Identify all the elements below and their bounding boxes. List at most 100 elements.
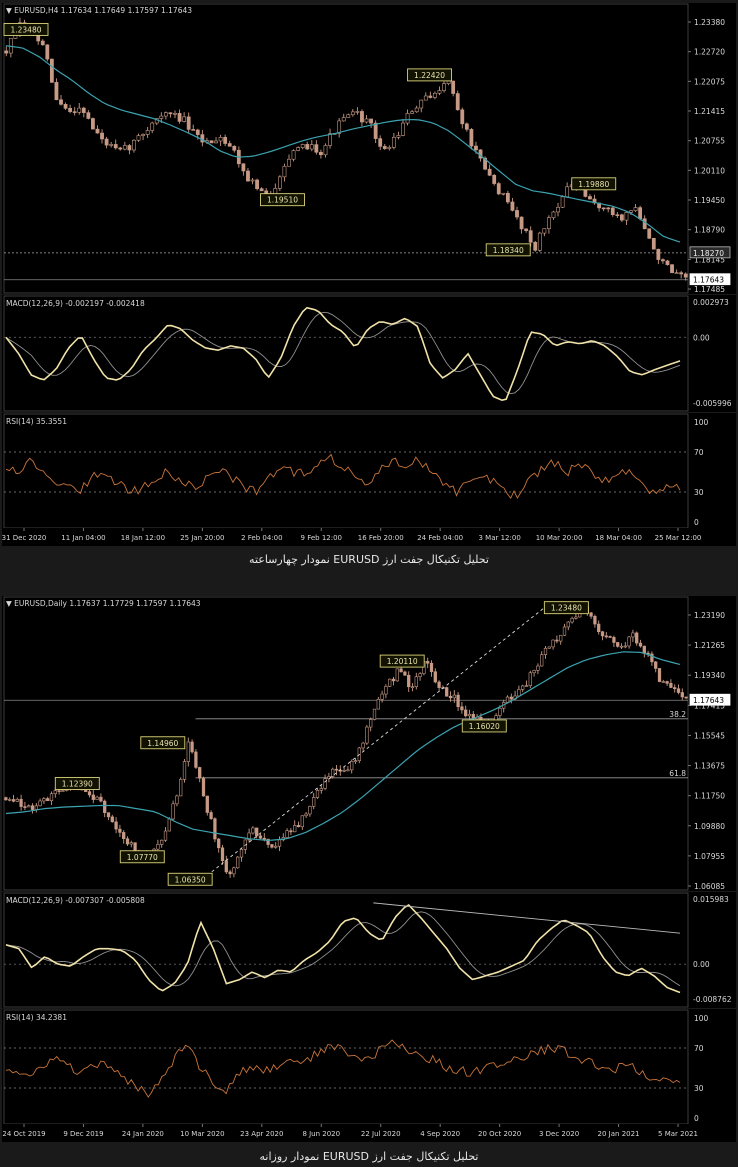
h4-candle-body [86, 112, 91, 119]
h4-candle-body [246, 170, 250, 182]
h4-rsi-ytick: 30 [694, 488, 704, 497]
h4-candle-body [373, 122, 378, 139]
daily-rsi-ytick: 0 [694, 1114, 699, 1123]
h4-candle-body [232, 146, 237, 151]
h4-candle-body [423, 95, 428, 101]
daily-price-label: 1.16020 [469, 722, 500, 731]
h4-xtick-label: 10 Mar 20:00 [536, 534, 583, 542]
daily-xaxis-bg [2, 1124, 736, 1142]
daily-candle-body [171, 803, 175, 820]
daily-xtick-label: 23 Apr 2020 [240, 1130, 283, 1138]
daily-candle-body [551, 639, 555, 648]
h4-candle-body [241, 163, 246, 172]
daily-candle-body [600, 631, 605, 637]
daily-macd-trendline [373, 902, 681, 934]
daily-candle-body [106, 812, 111, 818]
h4-candle-body [136, 135, 141, 141]
daily-candle-body [680, 692, 684, 698]
h4-candle-body [223, 137, 228, 144]
daily-candle-body [274, 845, 278, 848]
daily-candle-body [262, 837, 266, 840]
h4-candle-body [132, 139, 136, 151]
daily-candle-body [201, 777, 206, 797]
daily-price-label: 1.07770 [127, 853, 158, 862]
h4-candle-body [100, 132, 104, 140]
h4-candle-body [414, 107, 419, 113]
h4-xtick-label: 18 Mar 04:00 [595, 534, 642, 542]
daily-candle-body [650, 653, 654, 663]
h4-candle-body [309, 144, 314, 150]
h4-price-label-box [571, 177, 617, 191]
daily-candle-body [536, 665, 540, 671]
h4-candle-body [387, 147, 392, 149]
h4-ytick-label: 1.23380 [694, 18, 725, 27]
daily-xtick-label: 10 Mar 2020 [180, 1130, 224, 1138]
h4-candle-body [227, 143, 232, 147]
daily-candle-body [87, 791, 92, 796]
daily-price-label-box [140, 736, 186, 750]
h4-candle-body [601, 207, 606, 210]
h4-xtick-label: 16 Feb 20:00 [358, 534, 404, 542]
daily-candle-body [456, 694, 460, 708]
h4-candle-body [433, 92, 437, 98]
daily-candle-body [217, 838, 221, 849]
h4-candle-body [442, 83, 446, 91]
h4-macd-line [5, 306, 681, 402]
daily-candle-body [4, 797, 8, 801]
h4-candle-body [355, 111, 360, 113]
h4-candle-body [72, 111, 77, 113]
daily-price-tag: 1.17643 [693, 696, 724, 705]
h4-candle-body [588, 196, 592, 200]
daily-candle-body [57, 790, 61, 792]
daily-price-panel [3, 596, 689, 891]
daily-candle-body [122, 832, 126, 840]
daily-candle-body [293, 825, 297, 833]
h4-rsi-name: RSI(14) 35.3551 [6, 417, 67, 426]
h4-candle-body [95, 128, 100, 134]
h4-candle-body [615, 214, 620, 216]
h4-candle-body [346, 114, 351, 118]
h4-candle-body [619, 214, 624, 221]
h4-xtick-label: 2 Feb 04:00 [241, 534, 282, 542]
daily-candle-body [657, 668, 662, 682]
daily-xtick-label: 9 Dec 2019 [63, 1130, 103, 1138]
daily-price-label: 1.12390 [62, 780, 93, 789]
h4-candle-body [282, 165, 287, 178]
h4-candle-body [533, 241, 538, 251]
h4-candle-body [81, 107, 86, 113]
h4-candle-body [656, 248, 661, 260]
daily-xtick-label: 20 Jan 2021 [598, 1130, 640, 1138]
daily-candle-body [266, 838, 270, 845]
daily-candle-body [562, 626, 567, 636]
h4-xtick-label: 9 Feb 12:00 [301, 534, 342, 542]
daily-candle-body [410, 686, 415, 688]
daily-candle-body [460, 706, 464, 711]
daily-candle-body [350, 760, 354, 771]
daily-xtick-label: 24 Jan 2020 [122, 1130, 164, 1138]
daily-panel-bg [2, 596, 736, 891]
daily-candle-body [205, 795, 209, 813]
h4-rsi-ytick: 70 [694, 448, 704, 457]
daily-candle-body [308, 805, 312, 815]
h4-candle-body [537, 232, 542, 251]
h4-panel-bg [2, 3, 736, 294]
daily-candle-body [270, 844, 274, 848]
h4-candle-body [300, 144, 305, 148]
daily-price-tag-box [689, 693, 731, 706]
daily-candle-body [433, 671, 437, 683]
h4-candle-body [118, 147, 123, 150]
h4-candle-body [428, 95, 433, 98]
daily-candle-body [574, 616, 578, 619]
daily-candle-body [42, 798, 46, 802]
h4-candle-body [314, 144, 319, 153]
daily-candle-body [319, 788, 323, 791]
daily-candle-body [391, 678, 396, 682]
daily-candle-body [11, 799, 16, 802]
h4-candle-body [405, 113, 410, 124]
h4-xtick-label: 24 Feb 04:00 [417, 534, 463, 542]
daily-candle-body [289, 830, 293, 833]
h4-candle-body [177, 113, 182, 122]
daily-candle-body [277, 839, 282, 847]
daily-xtick-label: 5 Mar 2021 [658, 1130, 698, 1138]
daily-ytick-label: 1.21265 [694, 641, 725, 650]
